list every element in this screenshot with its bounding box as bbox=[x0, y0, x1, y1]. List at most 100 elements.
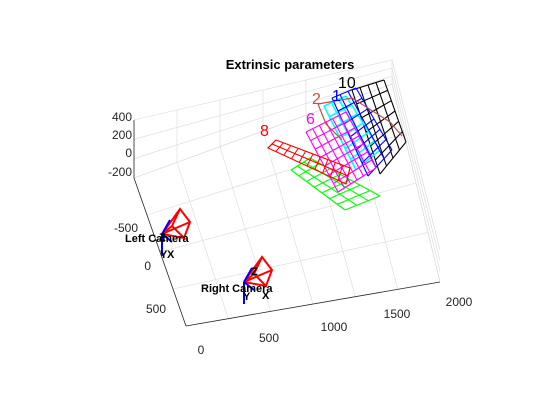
y-tick-label: 500 bbox=[146, 302, 166, 316]
z-tick-label: 0 bbox=[125, 146, 132, 160]
board-mesh-line bbox=[361, 139, 387, 164]
board-edge bbox=[317, 97, 403, 137]
board-mesh-line bbox=[349, 118, 375, 138]
board-mesh-line bbox=[361, 100, 392, 119]
board-mesh-line bbox=[337, 97, 363, 112]
grid-line bbox=[133, 75, 393, 159]
board-mesh-line bbox=[306, 168, 331, 182]
board-mesh-line bbox=[319, 135, 360, 159]
grid-line bbox=[133, 59, 393, 121]
camera-axis-letter: Z bbox=[251, 266, 258, 278]
board-mesh-line bbox=[290, 169, 346, 211]
board-mesh-line bbox=[339, 122, 364, 139]
camera-axis-letters: Z Y X Z Y X bbox=[159, 232, 270, 303]
board-mesh-line bbox=[290, 157, 311, 171]
board-label: 1 bbox=[332, 88, 341, 105]
camera-axis-z bbox=[161, 219, 171, 235]
x-axis-ticks: 0 500 1000 1500 2000 bbox=[198, 295, 473, 357]
board-mesh-line bbox=[338, 115, 371, 173]
grid-line bbox=[391, 67, 441, 261]
left-camera bbox=[161, 207, 192, 256]
grid-line bbox=[391, 75, 441, 272]
board-mesh-line bbox=[271, 143, 349, 177]
board-mesh-line bbox=[365, 110, 396, 133]
board-mesh-line bbox=[379, 141, 407, 175]
y-tick-label: -500 bbox=[114, 221, 138, 235]
board-mesh-line bbox=[328, 104, 353, 118]
chart-title: Extrinsic parameters bbox=[226, 57, 355, 72]
x-axis-line bbox=[185, 281, 441, 327]
board-label: 6 bbox=[306, 111, 315, 128]
camera-label: Right Camera bbox=[201, 283, 273, 295]
grid-line bbox=[146, 133, 405, 216]
x-tick-label: 1000 bbox=[321, 320, 348, 334]
z-tick-label: 400 bbox=[112, 110, 132, 124]
board-mesh-line bbox=[318, 125, 352, 185]
board-black bbox=[351, 79, 407, 175]
camera-axis-letter: Y bbox=[243, 291, 251, 303]
board-mesh-line bbox=[331, 87, 357, 99]
board-mesh-line bbox=[374, 131, 403, 161]
cameras bbox=[161, 207, 274, 304]
x-tick-label: 0 bbox=[198, 343, 205, 357]
board-mesh-line bbox=[310, 119, 351, 142]
camera-axis-letter: X bbox=[262, 290, 270, 302]
grid-lines bbox=[133, 59, 441, 327]
camera-frustum-face bbox=[252, 255, 274, 288]
board-mesh-line bbox=[351, 79, 385, 91]
camera-axis-letter: Z bbox=[159, 232, 166, 244]
grid-line bbox=[391, 59, 441, 251]
board-mesh-line bbox=[345, 111, 377, 169]
board-mesh-line bbox=[344, 195, 381, 211]
board-labels: 10 1 2 6 8 bbox=[260, 75, 356, 140]
board-mesh-line bbox=[314, 127, 355, 150]
board-mesh-line bbox=[337, 167, 377, 193]
board-mesh-line bbox=[309, 157, 381, 197]
board-magenta bbox=[305, 111, 377, 193]
camera-frustum-edge bbox=[243, 269, 273, 283]
board-mesh-line bbox=[334, 113, 358, 129]
board-mesh-line bbox=[356, 89, 388, 105]
z-tick-label: 200 bbox=[112, 128, 132, 142]
board-mesh-line bbox=[344, 131, 370, 150]
grid-line bbox=[159, 182, 417, 253]
grid-line bbox=[133, 67, 393, 140]
x-tick-label: 500 bbox=[259, 331, 279, 345]
camera-frustum-edge bbox=[161, 221, 191, 235]
grid-line bbox=[391, 83, 441, 283]
x-tick-label: 1500 bbox=[384, 307, 411, 321]
board-mesh-line bbox=[297, 165, 357, 206]
board-label: 2 bbox=[312, 91, 321, 108]
z-axis-ticks: 400 200 0 -200 bbox=[108, 110, 132, 179]
board-mesh-line bbox=[329, 184, 361, 200]
camera-axis-letter: X bbox=[167, 249, 175, 261]
y-axis-line bbox=[133, 177, 187, 327]
camera-frustum-edge bbox=[243, 281, 267, 287]
camera-axis-letter: Y bbox=[160, 249, 168, 261]
board-blue bbox=[331, 87, 393, 177]
board-mesh-line bbox=[332, 118, 364, 177]
board-mesh-line bbox=[350, 140, 375, 160]
z-tick-label: -200 bbox=[108, 165, 132, 179]
board-red bbox=[267, 139, 351, 185]
camera-label: Left Camera bbox=[125, 233, 189, 245]
camera-axis-x bbox=[243, 281, 255, 291]
camera-axis-z bbox=[243, 267, 253, 283]
calibration-boards bbox=[267, 79, 407, 211]
right-camera bbox=[243, 255, 274, 304]
x-tick-label: 2000 bbox=[446, 295, 473, 309]
board-edge bbox=[267, 139, 351, 185]
y-axis-ticks: -500 0 500 bbox=[114, 221, 166, 316]
y-tick-label: 0 bbox=[144, 259, 151, 273]
board-edge bbox=[317, 103, 343, 141]
board-mesh-line bbox=[355, 128, 381, 151]
board-label: 8 bbox=[260, 123, 269, 140]
board-mesh-line bbox=[305, 131, 339, 193]
board-mesh-line bbox=[325, 121, 358, 181]
board-label: 10 bbox=[338, 75, 356, 92]
grid-line bbox=[172, 232, 429, 290]
board-mesh-line bbox=[367, 149, 393, 177]
camera-frustum-face bbox=[170, 207, 192, 240]
board-mesh-line bbox=[337, 190, 371, 205]
